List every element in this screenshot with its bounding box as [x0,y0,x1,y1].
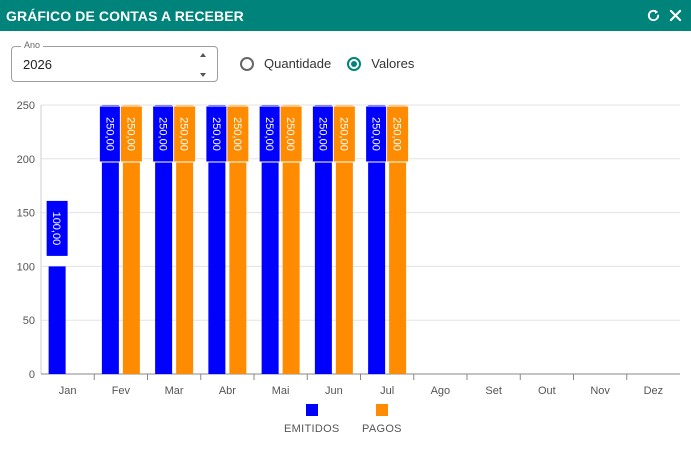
legend-pagos[interactable]: PAGOS [362,404,402,435]
year-input[interactable]: Ano 2026 [11,40,218,82]
x-tick-label: Dez [644,385,664,397]
data-label: 250,00 [103,117,115,151]
bar-emitidos-fev [101,105,119,374]
data-label: 250,00 [124,117,136,151]
legend-emitidos[interactable]: EMITIDOS [284,404,340,435]
x-tick-label: Nov [590,385,610,397]
bar-chart: 0 50 100 150 200 250 Jan 100,00 Fev 250,00 250,00 M… [17,100,680,397]
data-label: 250,00 [231,117,243,151]
year-label: Ano [21,40,44,50]
x-tick-label: Out [538,385,556,397]
x-tick-label: Mai [272,385,290,397]
data-label-box [332,105,356,163]
data-label: 250,00 [284,117,296,151]
reload-icon[interactable] [645,8,661,24]
radio-valores[interactable]: Valores [347,56,414,71]
y-tick-label: 250 [17,100,35,112]
window-title: GRÁFICO DE CONTAS A RECEBER [6,7,244,24]
bar-emitidos-abr [208,105,226,374]
x-tick-label: Jun [325,385,343,397]
radio-quantidade-label[interactable]: Quantidade [264,56,332,71]
y-tick-label: 50 [23,315,35,327]
data-label-box [45,199,69,257]
bar-pagos-jul [389,105,407,374]
legend-pagos-swatch [375,404,388,416]
title-actions [645,8,683,24]
data-label: 250,00 [178,117,190,151]
year-value[interactable]: 2026 [23,57,52,72]
bar-emitidos-jul [368,105,386,374]
bar-pagos-fev [122,105,140,374]
mode-radio-group: Quantidade Valores [240,56,430,71]
bar-pagos-mar [176,105,194,374]
data-label-box [386,105,410,163]
legend-emitidos-swatch [305,404,318,416]
data-label: 250,00 [391,117,403,151]
x-tick-label: Jul [380,385,394,397]
data-label: 250,00 [370,117,382,151]
y-tick-label: 0 [29,369,35,381]
radio-quantidade[interactable]: Quantidade [240,56,331,71]
close-icon[interactable] [667,8,683,24]
radio-valores-circle[interactable] [347,56,362,71]
bar-pagos-abr [229,105,247,374]
data-label: 100,00 [50,212,62,246]
y-tick-label: 150 [17,208,35,220]
data-label-box [119,105,143,163]
decrement-arrow-icon[interactable] [200,73,206,77]
y-tick-label: 200 [17,154,35,166]
title-bar: GRÁFICO DE CONTAS A RECEBER [0,0,691,31]
x-tick-label: Ago [431,385,451,397]
data-label: 250,00 [157,117,169,151]
radio-valores-label[interactable]: Valores [371,56,415,71]
radio-quantidade-circle[interactable] [240,56,254,71]
bar-emitidos-jan [48,266,66,374]
x-tick-label: Fev [112,385,131,397]
year-spinner[interactable] [198,51,208,79]
bar-pagos-jun [335,105,353,374]
data-label: 250,00 [337,117,349,151]
y-tick-label: 100 [17,261,35,273]
increment-arrow-icon[interactable] [200,53,206,57]
x-tick-label: Set [485,385,502,397]
bar-pagos-mai [282,105,300,374]
data-label: 250,00 [210,117,222,151]
legend-emitidos-label: EMITIDOS [284,423,340,435]
bar-emitidos-jun [314,105,332,374]
data-label: 250,00 [316,117,328,151]
data-label: 250,00 [263,117,275,151]
data-label-box [173,105,197,163]
data-label-box [226,105,250,163]
x-tick-label: Abr [219,385,236,397]
legend-pagos-label: PAGOS [362,423,402,435]
bar-emitidos-mar [155,105,173,374]
bar-emitidos-mai [261,105,279,374]
x-tick-label: Jan [59,385,77,397]
x-tick-label: Mar [165,385,184,397]
chart-legend: EMITIDOS PAGOS [0,404,691,444]
data-label-box [279,105,303,163]
